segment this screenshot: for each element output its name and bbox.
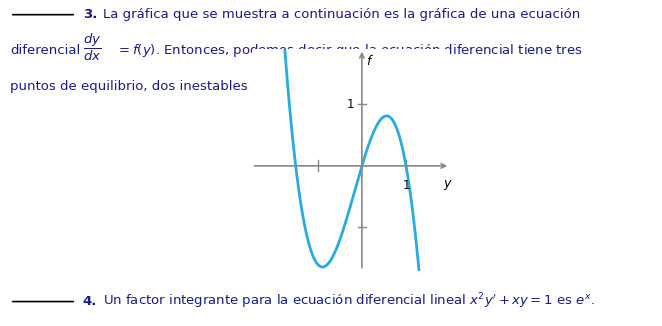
- Text: $\dfrac{dy}{dx}$: $\dfrac{dy}{dx}$: [83, 32, 101, 63]
- Text: Un factor integrante para la ecuación diferencial lineal $x^2y' + xy = 1$ es $e^: Un factor integrante para la ecuación di…: [103, 292, 594, 311]
- Text: 1: 1: [346, 98, 354, 111]
- Text: 3.: 3.: [83, 8, 97, 21]
- Text: 1: 1: [402, 179, 410, 192]
- Text: y: y: [444, 177, 451, 190]
- Text: 4.: 4.: [83, 295, 97, 308]
- Text: puntos de equilibrio, dos inestables y uno estable.: puntos de equilibrio, dos inestables y u…: [10, 80, 346, 93]
- Text: f: f: [366, 55, 371, 68]
- Text: La gráfica que se muestra a continuación es la gráfica de una ecuación: La gráfica que se muestra a continuación…: [103, 8, 580, 21]
- Text: $= f(y)$. Entonces, podemos decir que la ecuación diferencial tiene tres: $= f(y)$. Entonces, podemos decir que la…: [116, 42, 583, 59]
- Text: diferencial: diferencial: [10, 44, 80, 57]
